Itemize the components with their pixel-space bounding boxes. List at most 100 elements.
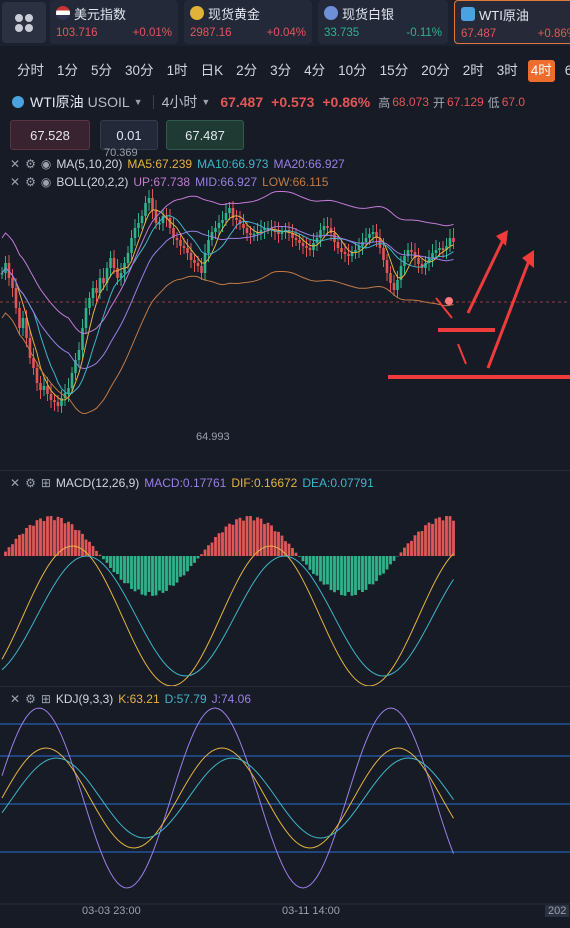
candle-body [350,252,354,256]
ticker-card-gold[interactable]: 现货黄金 2987.16 +0.04% [184,0,312,44]
macd-histogram-bar [371,556,375,585]
gold-coin-icon [190,6,204,20]
macd-histogram-bar [21,533,25,556]
candle-body [116,268,119,278]
macd-histogram-bar [88,541,91,556]
settings-icon[interactable]: ⚙ [25,175,36,189]
candle-body [11,278,14,288]
interval-tab[interactable]: 30分 [125,63,154,78]
macd-histogram-bar [242,520,245,556]
ask-price-box[interactable]: 67.487 [166,120,244,150]
chevron-down-icon[interactable]: ▼ [133,97,143,107]
ticker-card-wti[interactable]: WTI原油 67.487 +0.86% [454,0,570,44]
settings-icon[interactable]: ⚙ [25,157,36,171]
macd-histogram-bar [200,554,203,556]
macd-histogram-bar [228,523,231,556]
close-icon[interactable]: ✕ [10,175,21,189]
macd-histogram-bar [417,531,420,556]
candle-body [280,232,284,234]
interval-tab[interactable]: 20分 [421,63,450,78]
macd-histogram-bar [172,556,175,586]
expand-icon[interactable]: ⊞ [40,692,51,706]
grid-menu-icon [15,13,33,32]
interval-tab[interactable]: 3分 [270,63,292,78]
macd-histogram-bar [133,556,137,592]
settings-icon[interactable]: ⚙ [25,692,36,706]
candle-body [347,254,350,256]
candle-body [406,250,410,256]
macd-histogram-bar [84,539,88,556]
lot-size-input[interactable]: 0.01 [100,120,158,150]
macd-histogram-bar [410,540,413,556]
interval-tab[interactable]: 日K [200,63,224,78]
time-axis-label: 03-11 14:00 [282,905,340,917]
ticker-name: 美元指数 [74,6,127,22]
macd-histogram-bar [256,517,259,556]
macd-histogram-bar [420,531,424,556]
macd-histogram-bar [368,556,371,585]
candle-body [256,232,259,234]
candle-body [378,238,382,248]
interval-tab[interactable]: 2分 [236,63,258,78]
macd-histogram-bar [361,556,364,593]
close-icon[interactable]: ✕ [10,157,21,171]
interval-tab[interactable]: 10分 [338,63,367,78]
symbol-name[interactable]: WTI原油 [30,94,84,110]
candlestick-chart[interactable] [0,118,570,928]
interval-tab[interactable]: 4分 [304,63,326,78]
expand-icon[interactable]: ⊞ [40,476,51,490]
macd-histogram-bar [266,522,270,556]
ma5-line [1,209,454,401]
interval-tab[interactable]: 4时 [527,60,555,82]
macd-histogram-bar [406,543,410,556]
candle-body [193,260,196,263]
ticker-card-usd-index[interactable]: 美元指数 103.716 +0.01% [50,0,178,44]
ticker-card-silver[interactable]: 现货白银 33.735 -0.11% [318,0,448,44]
candle-body [371,232,375,234]
symbol-code[interactable]: USOIL [87,94,130,110]
interval-tab[interactable]: 5分 [91,63,113,78]
candle-body [357,246,361,250]
settings-icon[interactable]: ⚙ [25,476,36,490]
bid-price: 67.528 [30,127,70,143]
macd-histogram-bar [326,556,329,585]
macd-histogram-bar [39,518,42,556]
macd-histogram-bar [298,556,301,557]
interval-tab[interactable]: 15分 [379,63,409,78]
interval-tab[interactable]: 2时 [462,63,484,78]
macd-histogram-bar [126,556,130,584]
app-menu-button[interactable] [2,2,46,43]
candle-body [322,226,326,230]
candle-body [74,360,77,373]
eye-icon[interactable]: ◉ [40,157,52,171]
kdj-label: KDJ(9,3,3) [55,692,114,706]
dea-line [1,555,454,677]
kdj-d-line [1,757,454,839]
macd-histogram-bar [151,556,154,596]
macd-histogram-bar [214,537,217,556]
macd-histogram-bar [431,523,434,556]
macd-legend: ✕ ⚙ ⊞ MACD(12,26,9) MACD:0.17761 DIF:0.1… [10,476,374,490]
interval-tab[interactable]: 分时 [17,63,44,78]
interval-tab[interactable]: 1时 [166,63,188,78]
candle-body [28,338,32,358]
interval-tab[interactable]: 6时 [564,63,570,78]
interval-tab[interactable]: 3时 [496,63,518,78]
ticker-change: +0.86% [537,28,570,40]
eye-icon[interactable]: ◉ [40,175,52,189]
close-icon[interactable]: ✕ [10,692,21,706]
candle-body [49,394,53,400]
timeframe-selector[interactable]: 4小时 [161,94,198,110]
macd-histogram-bar [210,542,214,556]
ticker-name: WTI原油 [479,7,529,23]
macd-histogram-bar [196,556,200,559]
chevron-down-icon[interactable]: ▼ [201,97,211,107]
candle-body [361,242,364,246]
close-icon[interactable]: ✕ [10,476,21,490]
bid-price-box[interactable]: 67.528 [10,120,90,150]
candle-body [130,238,133,253]
interval-tab[interactable]: 1分 [57,63,79,78]
time-axis-label: 03-03 23:00 [82,905,141,917]
candle-body [214,228,217,232]
macd-histogram-bar [123,556,126,584]
